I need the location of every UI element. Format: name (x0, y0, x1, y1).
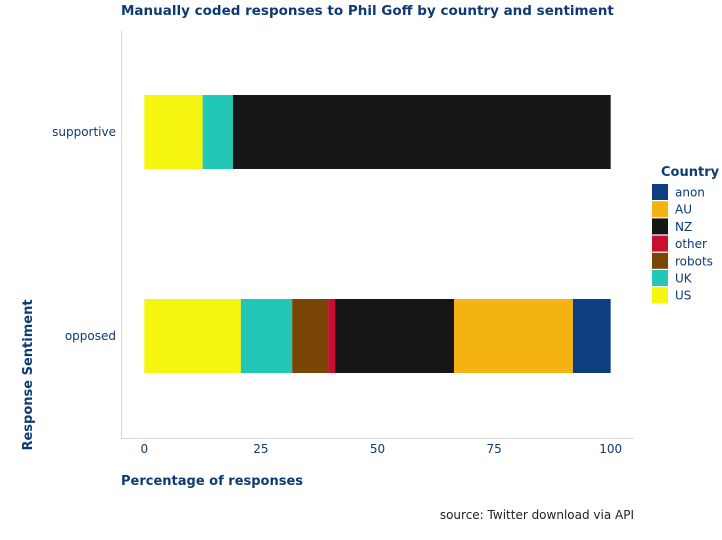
bar-supportive-nz (232, 95, 611, 169)
x-ticks: 0 25 50 75 100 (140, 442, 622, 456)
legend: Country anon AU NZ other robots UK US (652, 165, 720, 304)
bar-opposed-robots (292, 299, 329, 373)
legend-swatch-anon (652, 184, 668, 200)
bars (144, 95, 611, 373)
bar-supportive-us (144, 95, 203, 169)
legend-label-robots: robots (675, 254, 713, 268)
x-tick-label-100: 100 (599, 442, 622, 456)
chart-title: Manually coded responses to Phil Goff by… (121, 3, 614, 19)
bar-opposed-us (144, 299, 241, 373)
legend-label-other: other (675, 237, 707, 251)
legend-swatch-us (652, 287, 668, 304)
bar-opposed-anon (572, 299, 611, 373)
legend-swatch-uk (652, 270, 668, 286)
legend-label-uk: UK (675, 272, 693, 286)
x-tick-label-25: 25 (253, 442, 268, 456)
y-ticks: opposed supportive (52, 125, 116, 343)
x-tick-label-0: 0 (140, 442, 148, 456)
bar-opposed-nz (335, 299, 454, 373)
x-axis-title: Percentage of responses (121, 474, 303, 489)
legend-swatch-other (652, 235, 668, 252)
legend-label-anon: anon (675, 186, 705, 200)
legend-swatch-au (652, 201, 668, 218)
legend-swatch-robots (652, 252, 668, 269)
y-tick-label-opposed: opposed (65, 329, 116, 343)
legend-label-nz: NZ (675, 220, 692, 234)
y-tick-label-supportive: supportive (52, 125, 116, 139)
legend-swatch-nz (652, 218, 668, 235)
bar-supportive-uk (202, 95, 233, 169)
legend-title: Country (661, 165, 720, 180)
bar-opposed-uk (240, 299, 293, 373)
y-axis-title: Response Sentiment (21, 299, 36, 450)
x-tick-label-75: 75 (486, 442, 501, 456)
bar-opposed-other (328, 299, 336, 373)
plot-area: opposed supportive 0 25 50 75 100 (52, 30, 634, 456)
bar-opposed-au (453, 299, 573, 373)
x-tick-label-50: 50 (370, 442, 385, 456)
legend-label-au: AU (675, 203, 692, 217)
legend-label-us: US (675, 289, 691, 303)
source-caption: source: Twitter download via API (440, 508, 634, 522)
